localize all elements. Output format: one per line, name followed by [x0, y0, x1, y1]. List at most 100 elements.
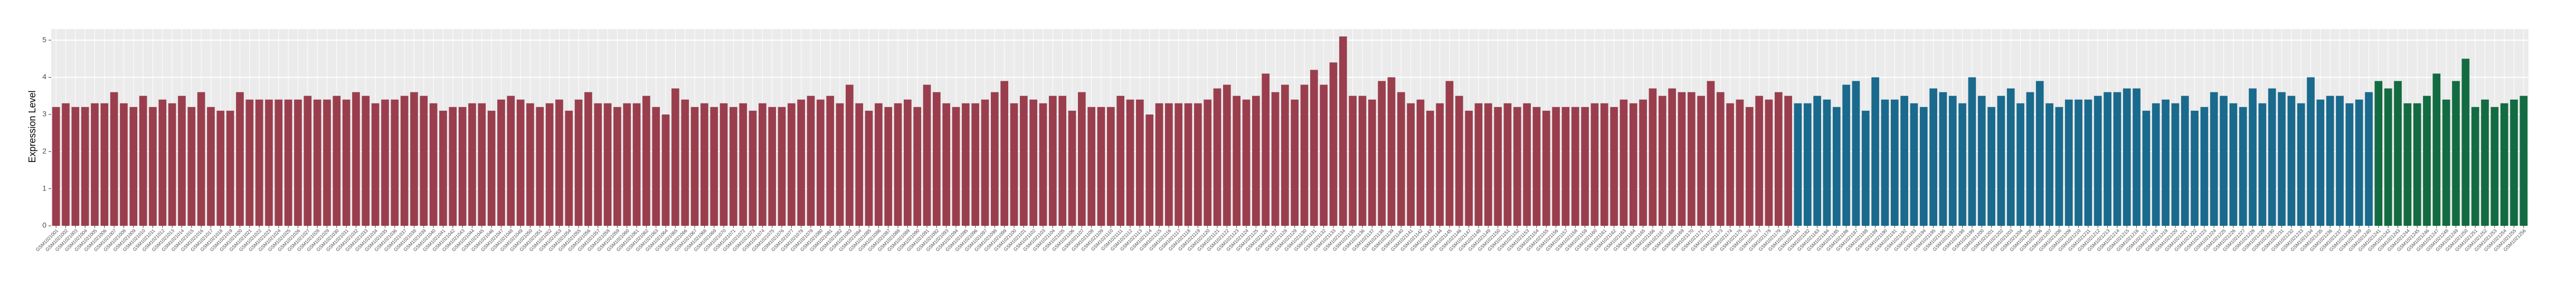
bar: [2423, 95, 2431, 226]
bar: [913, 107, 922, 226]
bar: [1803, 103, 1812, 226]
bar: [2374, 81, 2383, 226]
bar: [1078, 92, 1086, 226]
bar: [2075, 99, 2082, 226]
bar: [487, 110, 496, 226]
bar: [1039, 103, 1047, 226]
bar: [2258, 103, 2267, 226]
bar: [333, 95, 341, 226]
bar: [642, 95, 650, 226]
bar: [1494, 107, 1502, 226]
bar: [565, 110, 573, 226]
bar: [2142, 110, 2151, 226]
bar: [2152, 103, 2160, 226]
bar: [2094, 95, 2102, 226]
y-tick-label: 1: [42, 184, 46, 192]
bar: [449, 107, 457, 226]
bar: [768, 107, 776, 226]
bar: [1542, 110, 1550, 226]
bar: [2045, 103, 2053, 226]
bar: [2481, 99, 2489, 226]
bar: [1484, 103, 1492, 226]
bar: [1987, 107, 1995, 226]
bar: [1581, 107, 1589, 226]
bar: [1029, 99, 1038, 226]
bar: [1281, 84, 1289, 226]
bar: [342, 99, 351, 226]
bar: [875, 103, 883, 226]
bar: [362, 95, 370, 226]
bar: [2064, 99, 2073, 226]
bar: [1774, 92, 1783, 226]
bar: [807, 95, 815, 226]
bar: [507, 95, 515, 226]
bar: [545, 103, 554, 226]
bar: [2113, 92, 2122, 226]
bar: [2181, 95, 2189, 226]
bar: [2326, 95, 2334, 226]
bar: [1145, 114, 1154, 226]
bar: [1445, 81, 1454, 226]
bar: [1358, 95, 1367, 226]
bar: [1068, 110, 1076, 226]
bar: [2500, 103, 2508, 226]
bar: [1455, 95, 1463, 226]
bar: [526, 103, 534, 226]
bar: [1900, 95, 1908, 226]
bar: [1474, 103, 1483, 226]
bar: [846, 84, 854, 226]
bar: [2345, 103, 2354, 226]
bar: [1310, 70, 1318, 226]
bar: [1658, 95, 1666, 226]
bar: [81, 107, 89, 226]
bar: [933, 92, 941, 226]
bar: [1126, 99, 1134, 226]
bar: [836, 103, 844, 226]
bar: [1707, 81, 1715, 226]
bar: [1571, 107, 1579, 226]
bar: [420, 95, 428, 226]
bar: [894, 103, 902, 226]
bar: [1958, 103, 1966, 226]
bar: [1600, 103, 1608, 226]
bar: [1049, 95, 1057, 226]
bar: [516, 99, 525, 226]
bar: [352, 92, 360, 226]
bar: [1378, 81, 1386, 226]
bar: [923, 84, 931, 226]
bar: [216, 110, 225, 226]
bar: [468, 103, 476, 226]
bar: [1233, 95, 1241, 226]
bar: [1948, 95, 1957, 226]
bar: [197, 92, 205, 226]
bar: [749, 110, 757, 226]
bar: [2191, 110, 2199, 226]
bar: [2249, 88, 2257, 226]
bar: [2239, 107, 2247, 226]
bar: [1000, 81, 1009, 226]
bar: [719, 103, 728, 226]
bar: [1590, 103, 1599, 226]
bar: [1204, 99, 1212, 226]
bar: [2171, 103, 2180, 226]
bar: [1503, 103, 1512, 226]
bar: [2006, 88, 2015, 226]
bar: [1300, 84, 1309, 226]
bar: [158, 99, 167, 226]
bar: [1513, 107, 1521, 226]
y-tick-label: 0: [42, 221, 46, 230]
bar: [739, 103, 747, 226]
bar: [1213, 88, 1221, 226]
bar: [2123, 88, 2131, 226]
bar: [1668, 88, 1676, 226]
bar: [2461, 59, 2470, 226]
bar: [1416, 99, 1425, 226]
bar: [1861, 110, 1870, 226]
bar: [1629, 103, 1637, 226]
bar: [584, 92, 592, 226]
bar: [855, 103, 864, 226]
bar: [255, 99, 263, 226]
y-tick-label: 4: [42, 72, 46, 81]
bar: [1726, 103, 1734, 226]
